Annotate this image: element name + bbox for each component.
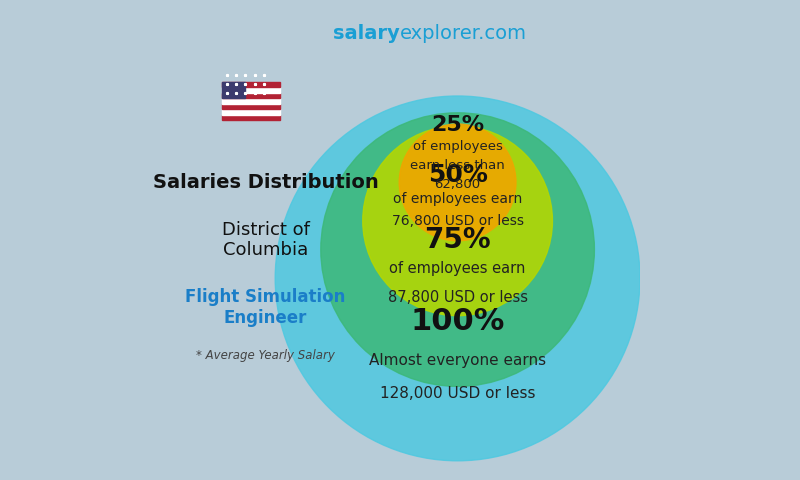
Text: salary: salary: [334, 24, 400, 43]
Text: 62,800: 62,800: [434, 178, 481, 192]
Text: 100%: 100%: [410, 307, 505, 336]
Text: * Average Yearly Salary: * Average Yearly Salary: [196, 348, 335, 362]
Text: 128,000 USD or less: 128,000 USD or less: [380, 386, 535, 401]
Text: District of
Columbia: District of Columbia: [222, 221, 310, 259]
Text: Flight Simulation
Engineer: Flight Simulation Engineer: [186, 288, 346, 326]
Text: Salaries Distribution: Salaries Distribution: [153, 173, 378, 192]
Circle shape: [275, 96, 640, 461]
Text: of employees earn: of employees earn: [393, 192, 522, 206]
Text: 87,800 USD or less: 87,800 USD or less: [388, 290, 528, 305]
Text: Almost everyone earns: Almost everyone earns: [369, 352, 546, 368]
Circle shape: [362, 126, 553, 316]
Circle shape: [321, 113, 594, 386]
Bar: [222, 115, 280, 120]
Text: 75%: 75%: [424, 226, 491, 254]
Bar: [222, 82, 246, 98]
Circle shape: [399, 124, 516, 241]
Bar: [222, 109, 280, 115]
Bar: [222, 93, 280, 98]
Text: of employees earn: of employees earn: [390, 261, 526, 276]
Text: 25%: 25%: [431, 115, 484, 135]
Bar: [222, 87, 280, 93]
Text: earn less than: earn less than: [410, 159, 505, 172]
Text: explorer.com: explorer.com: [400, 24, 527, 43]
Text: 76,800 USD or less: 76,800 USD or less: [392, 214, 524, 228]
Bar: [222, 98, 280, 104]
Text: of employees: of employees: [413, 140, 502, 153]
Bar: [222, 104, 280, 109]
Bar: [222, 82, 280, 87]
Text: 50%: 50%: [428, 163, 487, 187]
